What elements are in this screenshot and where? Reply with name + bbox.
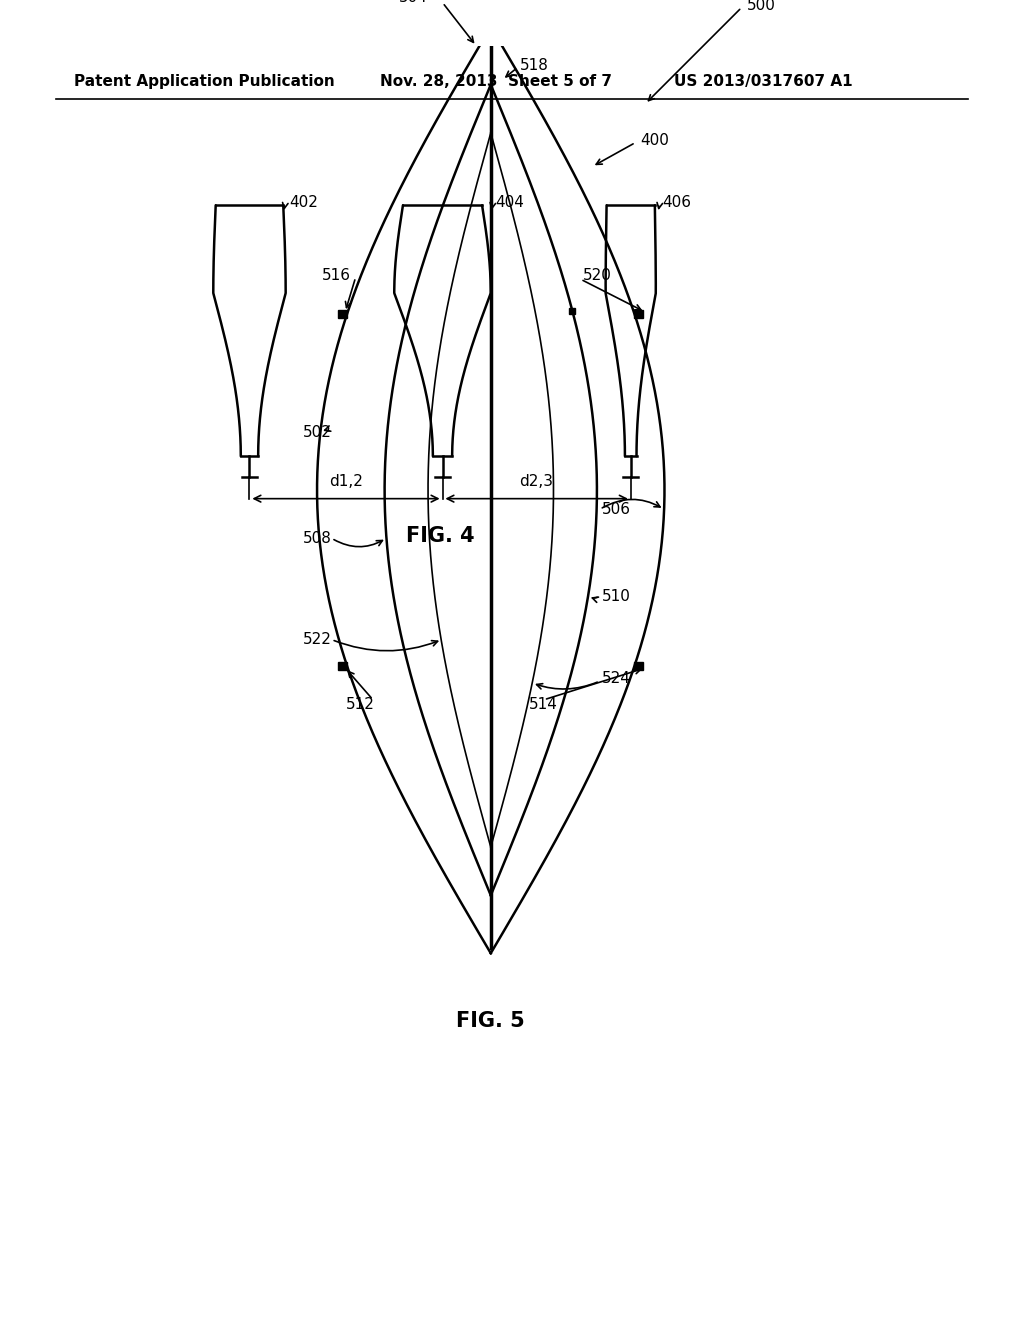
Text: 406: 406 — [663, 195, 691, 210]
Text: 500: 500 — [746, 0, 775, 13]
Text: 512: 512 — [346, 697, 375, 711]
Text: 506: 506 — [602, 502, 631, 516]
Text: 510: 510 — [602, 589, 631, 603]
Bar — [635, 661, 643, 671]
Text: 504: 504 — [399, 0, 428, 5]
Text: 402: 402 — [289, 195, 317, 210]
Bar — [338, 661, 347, 671]
Text: 522: 522 — [302, 632, 332, 647]
Text: 520: 520 — [583, 268, 611, 282]
Text: 514: 514 — [529, 697, 558, 711]
Text: d1,2: d1,2 — [329, 474, 362, 488]
Text: Patent Application Publication: Patent Application Publication — [74, 74, 335, 90]
Bar — [568, 308, 574, 314]
Text: 524: 524 — [602, 671, 631, 685]
Text: 518: 518 — [520, 58, 549, 73]
Text: 502: 502 — [302, 425, 332, 440]
Text: 400: 400 — [640, 133, 670, 148]
Text: 516: 516 — [322, 268, 351, 282]
Text: US 2013/0317607 A1: US 2013/0317607 A1 — [674, 74, 853, 90]
Text: d2,3: d2,3 — [519, 474, 554, 488]
Text: Nov. 28, 2013  Sheet 5 of 7: Nov. 28, 2013 Sheet 5 of 7 — [380, 74, 611, 90]
Bar — [635, 310, 643, 318]
Text: 404: 404 — [496, 195, 524, 210]
Bar — [338, 310, 347, 318]
Text: FIG. 4: FIG. 4 — [406, 525, 474, 545]
Text: 508: 508 — [302, 531, 332, 545]
Text: FIG. 5: FIG. 5 — [457, 1011, 525, 1031]
